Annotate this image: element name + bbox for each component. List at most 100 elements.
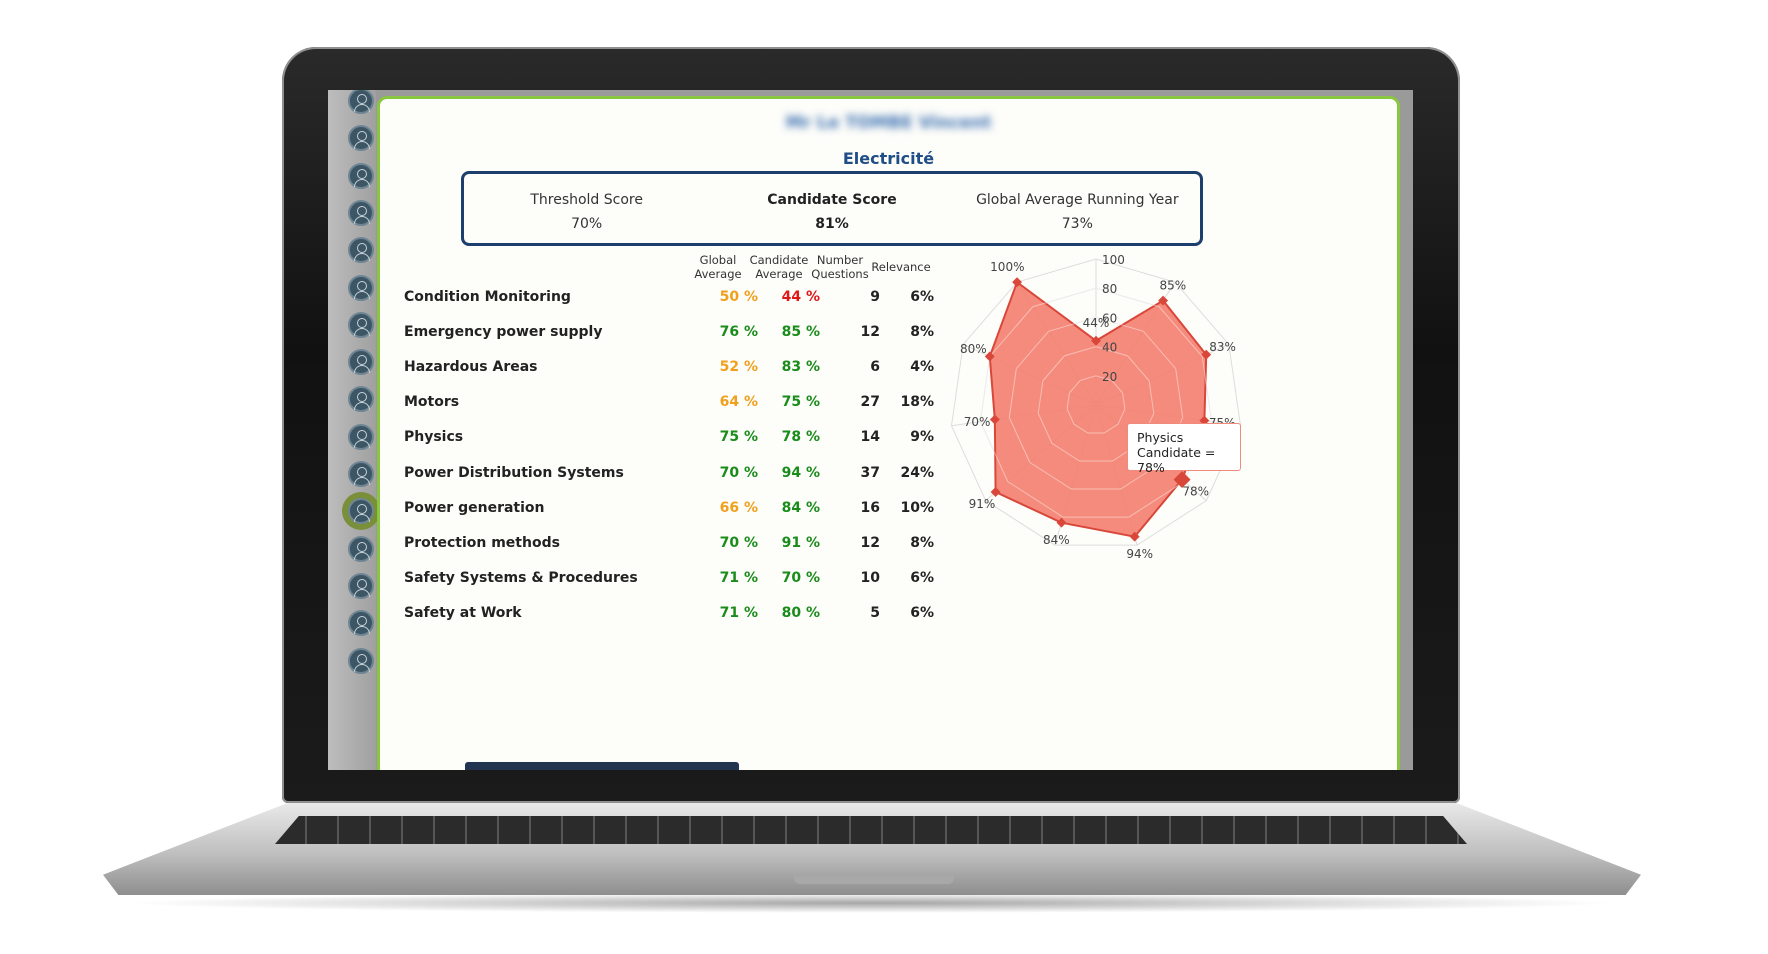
number-questions-cell: 37 [860,464,880,481]
candidate-avatar-icon[interactable] [348,647,374,674]
table-row: Safety Systems & Procedures 71 % 70 % 10 6% [404,570,934,590]
global-average-cell: 71 % [719,569,758,586]
radar-data-label: 85% [1159,278,1186,292]
table-row: Condition Monitoring 50 % 44 % 9 6% [404,289,934,309]
relevance-cell: 8% [910,534,934,551]
number-questions-cell: 12 [860,534,880,551]
topic-label: Physics [404,429,464,446]
candidate-name: Mr Le TOMBE Vincent [785,113,992,133]
number-questions-cell: 5 [870,604,880,621]
radar-data-label: 70% [964,415,991,429]
table-row: Motors 64 % 75 % 27 18% [404,394,934,414]
radar-tick-label: 100 [1102,253,1125,267]
radar-point [1091,335,1101,346]
header-global-average: Global Average [694,253,742,281]
header-number-questions: Number Questions [810,253,870,281]
horizontal-scrollbar[interactable] [465,762,739,770]
header-number-questions-line1: Number [816,253,864,267]
candidate-avatar-icon[interactable] [348,572,374,599]
relevance-cell: 18% [900,394,934,411]
topic-label: Protection methods [404,534,560,551]
radar-tick-label: 80 [1102,282,1117,296]
candidate-avatar-icon[interactable] [348,237,374,264]
radar-inner-grid [1066,375,1126,434]
candidate-avatar-icon[interactable] [348,423,374,450]
candidate-avatar-icon[interactable] [348,349,374,376]
table-row: Physics 75 % 78 % 14 9% [404,429,934,449]
header-number-questions-line2: Questions [811,267,869,281]
number-questions-cell: 12 [860,324,880,341]
radar-data-label: 100% [990,260,1024,274]
table-row: Hazardous Areas 52 % 83 % 6 4% [404,359,934,379]
global-average-cell: 50 % [719,289,758,305]
relevance-cell: 24% [900,464,934,481]
candidate-avatar-icon[interactable] [348,610,374,637]
candidate-avatar-icon[interactable] [348,125,374,152]
topic-label: Motors [404,394,460,411]
header-candidate-average-line1: Candidate [749,253,809,267]
global-average-value: 73% [1061,216,1093,232]
tooltip-category: Physics [1137,430,1184,445]
candidate-score-value: 81% [815,216,849,232]
header-global-average-line2: Average [694,267,742,281]
radar-chart: 2040608010044%85%83%75%78%94%84%91%70%80… [950,253,1242,559]
radar-point [1158,295,1169,306]
score-summary: Threshold Score 70% Candidate Score 81% … [461,171,1203,246]
radar-tick-label: 20 [1102,370,1117,384]
number-questions-cell: 9 [870,289,880,305]
radar-data-label: 83% [1209,340,1236,354]
threshold-score: Threshold Score 70% [464,174,709,243]
radar-series-area [988,280,1208,538]
relevance-cell: 9% [910,429,934,446]
table-row: Emergency power supply 76 % 85 % 12 8% [404,324,934,344]
radar-inner-grid [1037,346,1155,462]
tooltip-value: Candidate = 78% [1137,445,1216,475]
candidate-avatar-icon[interactable] [348,274,374,301]
number-questions-cell: 6 [870,359,880,376]
candidate-avatar-icon[interactable] [348,535,374,562]
header-global-average-line1: Global [699,253,737,267]
candidate-average-cell: 78 % [781,429,820,446]
radar-data-label: 84% [1043,533,1070,547]
radar-inner-grid [1008,316,1184,490]
candidate-average-cell: 70 % [781,569,820,586]
candidate-average-cell: 44 % [781,289,820,305]
table-row: Protection methods 70 % 91 % 12 8% [404,535,934,555]
table-row: Power generation 66 % 84 % 16 10% [404,500,934,520]
radar-data-label: 94% [1126,547,1153,559]
number-questions-cell: 10 [860,569,880,586]
candidate-avatar-icon[interactable] [348,386,374,413]
candidate-avatar-icon[interactable] [348,199,374,226]
candidate-avatar-icon[interactable] [348,162,374,189]
relevance-cell: 6% [910,569,934,586]
global-average-cell: 66 % [719,499,758,516]
candidate-average-cell: 80 % [781,604,820,621]
relevance-cell: 6% [910,604,934,621]
candidate-avatar-icon[interactable] [348,311,374,338]
candidate-average-cell: 75 % [781,394,820,411]
candidate-avatar-icon[interactable] [348,90,374,114]
radar-point [1201,349,1212,360]
candidate-score-label: Candidate Score [767,192,897,208]
chart-tooltip: Physics Candidate = 78% [1127,423,1241,475]
radar-data-label: 80% [960,342,987,356]
candidate-average-cell: 84 % [781,499,820,516]
candidate-avatar-icon[interactable] [348,461,374,487]
number-questions-cell: 14 [860,429,880,446]
candidate-avatar-icon[interactable] [348,498,374,525]
global-average-score: Global Average Running Year 73% [955,174,1200,243]
topic-label: Safety Systems & Procedures [404,569,638,586]
number-questions-cell: 27 [860,394,880,411]
global-average-label: Global Average Running Year [976,192,1179,208]
radar-data-label: 78% [1182,484,1209,498]
report-panel: Mr Le TOMBE Vincent Electricité Threshol… [377,96,1400,770]
topic-label: Safety at Work [404,604,522,621]
subject-title: Electricité [842,149,935,168]
topic-label: Hazardous Areas [404,359,538,376]
candidate-average-cell: 85 % [781,324,820,341]
number-questions-cell: 16 [860,499,880,516]
table-row: Power Distribution Systems 70 % 94 % 37 24% [404,465,934,485]
candidate-average-cell: 94 % [781,464,820,481]
radar-grid-ring [950,258,1242,546]
relevance-cell: 6% [910,289,934,305]
